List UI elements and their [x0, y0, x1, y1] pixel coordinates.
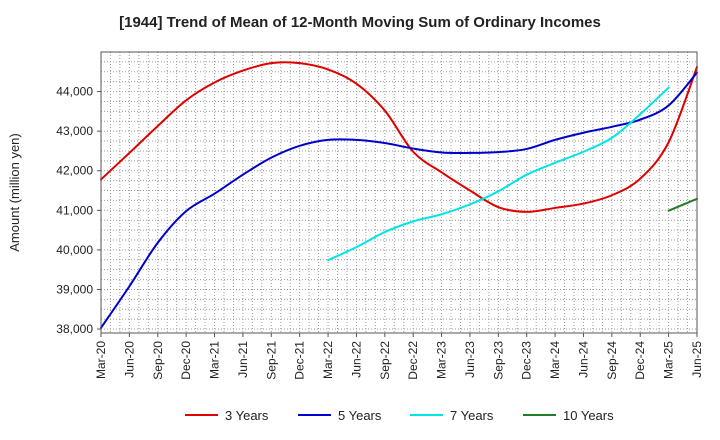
- x-tick-label: Dec-22: [406, 341, 420, 380]
- series-line-10-years: [667, 197, 698, 212]
- y-axis: 38,000 39,000 40,000 41,000 42,000 43,000 44,0…: [56, 85, 101, 336]
- y-tick-label: 44,000: [56, 85, 93, 99]
- x-tick-label: Mar-22: [321, 341, 335, 379]
- x-tick-label: Jun-20: [122, 341, 136, 378]
- x-tick-label: Jun-24: [576, 341, 590, 378]
- y-tick-label: 43,000: [56, 124, 93, 138]
- legend: 3 Years 5 Years 7 Years 10 Years: [185, 408, 614, 423]
- y-tick-label: 41,000: [56, 203, 93, 217]
- x-tick-label: Mar-24: [548, 341, 562, 379]
- y-tick-label: 39,000: [56, 282, 93, 296]
- x-tick-label: Dec-23: [520, 341, 534, 380]
- x-tick-label: Mar-20: [94, 341, 108, 379]
- y-axis-title: Amount (million yen): [7, 133, 22, 252]
- x-tick-label: Mar-25: [662, 341, 676, 379]
- x-tick-label: Sep-20: [151, 341, 165, 380]
- x-tick-label: Sep-21: [264, 341, 278, 380]
- x-axis: Mar-20 Jun-20 Sep-20 Dec-20 Mar-21 Jun-21 Sep-…: [94, 333, 704, 380]
- y-tick-label: 42,000: [56, 164, 93, 178]
- y-tick-label: 38,000: [56, 322, 93, 336]
- x-tick-label: Sep-22: [378, 341, 392, 380]
- grid: [101, 52, 697, 333]
- x-tick-label: Mar-21: [208, 341, 222, 379]
- series-line-7-years: [327, 86, 670, 262]
- x-tick-label: Jun-23: [463, 341, 477, 378]
- x-tick-label: Dec-21: [293, 341, 307, 380]
- legend-label-5-years: 5 Years: [338, 408, 382, 423]
- x-tick-label: Sep-24: [605, 341, 619, 380]
- chart-title: [1944] Trend of Mean of 12-Month Moving …: [119, 14, 601, 31]
- plot-area: [100, 51, 698, 334]
- x-tick-label: Jun-22: [349, 341, 363, 378]
- x-tick-label: Mar-23: [435, 341, 449, 379]
- series-line-5-years: [100, 71, 698, 329]
- legend-label-3-years: 3 Years: [225, 408, 269, 423]
- x-tick-label: Dec-20: [179, 341, 193, 380]
- x-tick-label: Jun-25: [690, 341, 704, 378]
- series-line-3-years: [100, 61, 698, 213]
- x-tick-label: Jun-21: [236, 341, 250, 378]
- x-tick-label: Sep-23: [491, 341, 505, 380]
- x-tick-label: Dec-24: [633, 341, 647, 380]
- series-lines: [100, 61, 698, 329]
- y-tick-label: 40,000: [56, 243, 93, 257]
- legend-label-7-years: 7 Years: [450, 408, 494, 423]
- legend-label-10-years: 10 Years: [563, 408, 614, 423]
